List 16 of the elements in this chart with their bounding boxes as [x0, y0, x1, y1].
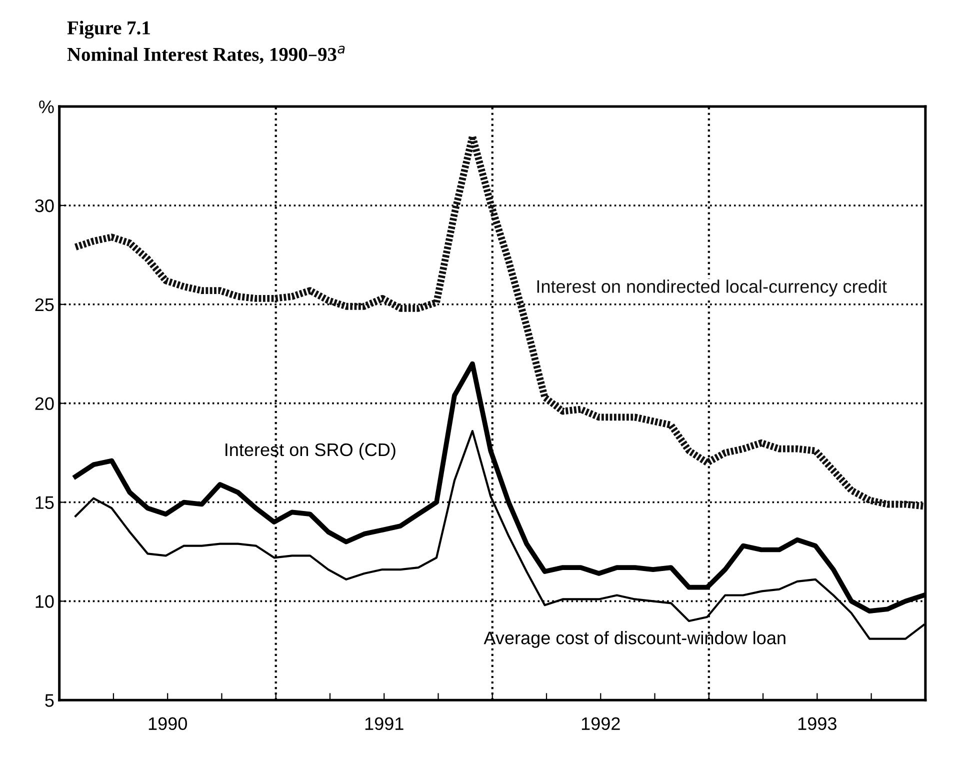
x-tick-label: 1991 — [365, 717, 404, 730]
chart-subtitle: Nominal Interest Rates, 1990–93$^{a}$ — [67, 46, 345, 64]
y-tick-label: 20 — [35, 397, 54, 410]
text: Average cost of discount-window loan — [484, 631, 786, 648]
y-tick-label: 15 — [36, 496, 54, 509]
series-label: Interest on SRO (CD) — [226, 442, 396, 460]
y-tick-label: % — [39, 100, 54, 114]
x-tick-label: 1992 — [582, 717, 620, 730]
chart-title: Figure 7.1 — [67, 20, 150, 39]
y-tick-label: 25 — [35, 298, 54, 312]
x-tick-label: 1990 — [148, 717, 187, 730]
series-label: Interest on nondirected local-currency credit — [537, 280, 887, 296]
x-tick-label: 1993 — [798, 717, 836, 730]
y-tick-label: 30 — [35, 199, 54, 212]
y-tick-label: 10 — [36, 595, 54, 608]
y-tick-label: 5 — [45, 694, 54, 707]
